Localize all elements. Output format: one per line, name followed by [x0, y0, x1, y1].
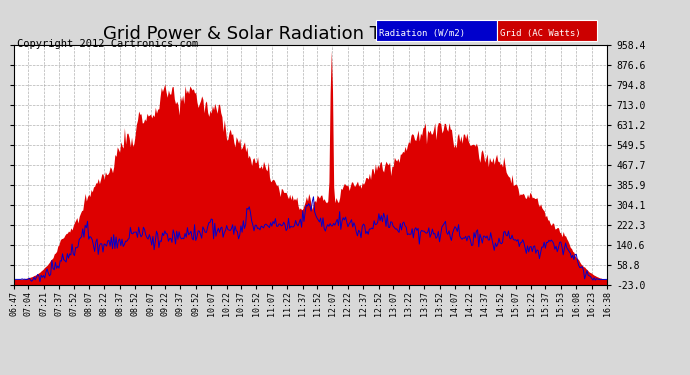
- Text: Copyright 2012 Cartronics.com: Copyright 2012 Cartronics.com: [17, 39, 199, 49]
- Text: Grid (AC Watts): Grid (AC Watts): [500, 29, 580, 38]
- Text: Radiation (W/m2): Radiation (W/m2): [379, 29, 465, 38]
- Title: Grid Power & Solar Radiation Thu Nov 8 16:40: Grid Power & Solar Radiation Thu Nov 8 1…: [103, 26, 518, 44]
